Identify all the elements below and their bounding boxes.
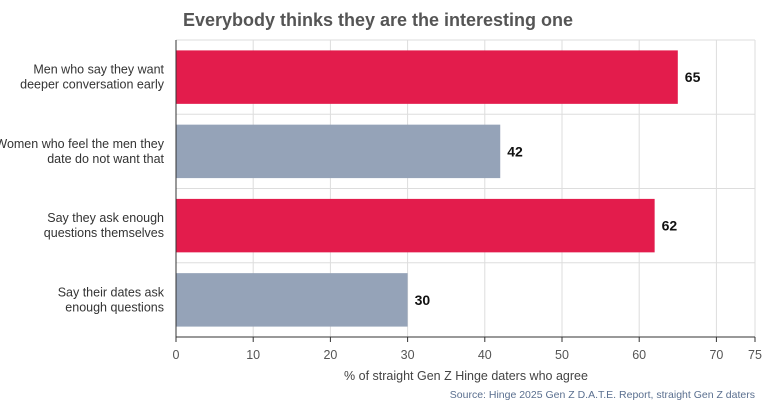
x-axis: 0 10 20 30 40 50 60 70 75 [173,40,762,362]
bar [176,273,408,327]
category-label-line: deeper conversation early [20,78,165,92]
x-tick-label: 70 [709,348,723,362]
category-label: Say their dates ask enough questions [58,285,165,314]
chart-title: Everybody thinks they are the interestin… [183,10,573,30]
x-tick-label: 75 [748,348,762,362]
x-tick-label: 40 [478,348,492,362]
data-label: 42 [507,143,523,159]
bars: 65 42 62 30 [176,50,701,327]
category-label-line: Say they ask enough [47,211,164,225]
x-tick-label: 50 [555,348,569,362]
x-tick-label: 60 [632,348,646,362]
data-label: 62 [662,218,678,234]
data-label: 30 [415,292,431,308]
x-axis-title: % of straight Gen Z Hinge daters who agr… [344,369,588,383]
category-label-line: Say their dates ask [58,285,165,299]
category-label-line: enough questions [65,300,164,314]
data-label: 65 [685,69,701,85]
bar [176,198,655,253]
category-label-line: Women who feel the men they [0,137,165,151]
bar [176,124,501,179]
x-tick-label: 20 [323,348,337,362]
category-label: Men who say they want deeper conversation… [20,63,165,92]
category-labels: Men who say they want deeper conversation… [0,63,165,315]
x-tick-label: 0 [173,348,180,362]
source-note: Source: Hinge 2025 Gen Z D.A.T.E. Report… [450,389,755,400]
bar [176,50,678,104]
category-label: Say they ask enough questions themselves [44,211,164,240]
category-label-line: questions themselves [44,226,164,240]
x-tick-label: 30 [401,348,415,362]
category-label: Women who feel the men they date do not w… [0,137,165,166]
category-label-line: Men who say they want [33,63,164,77]
x-tick-label: 10 [246,348,260,362]
category-label-line: date do not want that [47,152,164,166]
